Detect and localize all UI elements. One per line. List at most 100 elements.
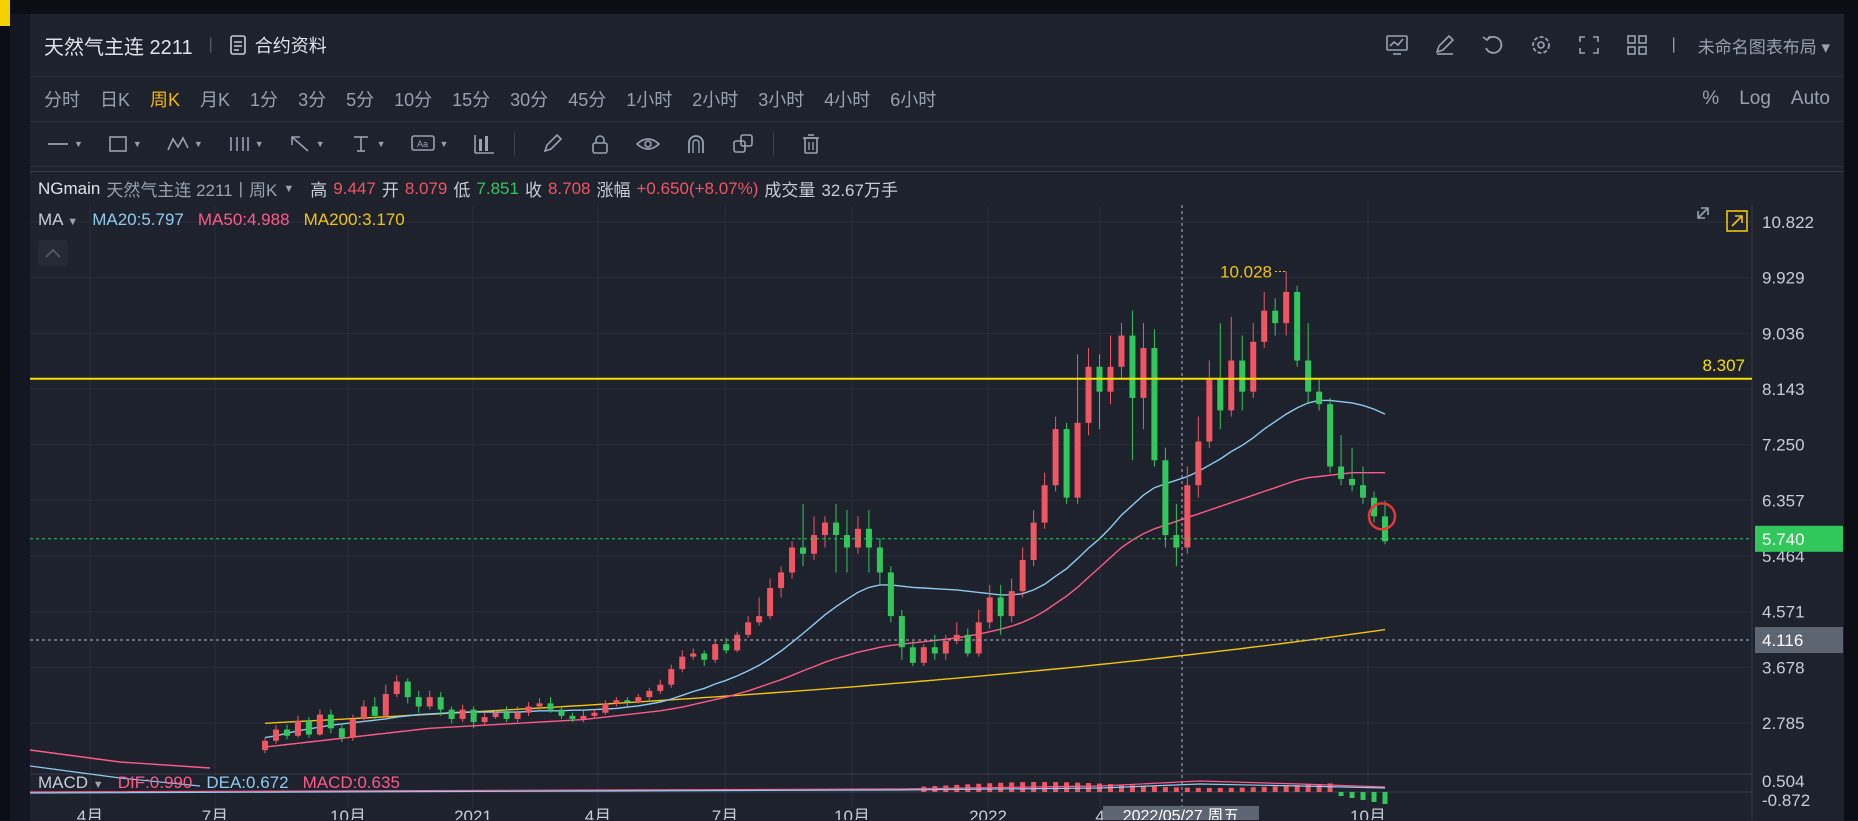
volume-label: 成交量	[764, 181, 816, 200]
pattern-tool[interactable]: ▼	[166, 134, 203, 154]
indicator-chart-icon[interactable]	[1384, 32, 1410, 58]
period-2[interactable]: 周K	[150, 90, 181, 110]
settings-icon[interactable]	[1528, 32, 1554, 58]
ma-indicator-label[interactable]: MA ▼	[38, 210, 78, 230]
layout-grid-icon[interactable]	[1624, 32, 1650, 58]
macd-bar-102	[1382, 792, 1388, 804]
macd-indicator-label[interactable]: MACD ▼	[38, 773, 104, 793]
candle-body-8	[349, 718, 356, 738]
refresh-icon[interactable]	[1480, 32, 1506, 58]
period-8[interactable]: 15分	[452, 90, 491, 110]
low-label: 低	[453, 181, 471, 200]
copy-icon	[733, 134, 754, 153]
candle-body-19	[470, 709, 477, 723]
legend-dropdown-icon[interactable]: ▼	[283, 182, 295, 195]
contract-info-button[interactable]: 合约资料	[229, 32, 327, 58]
measure-tool[interactable]: ▼	[349, 134, 386, 154]
caret-down-icon: ▼	[193, 139, 203, 149]
period-15[interactable]: 6小时	[890, 90, 937, 110]
period-5[interactable]: 3分	[298, 90, 327, 110]
candle-body-0	[262, 740, 268, 751]
candle-body-44	[745, 622, 752, 635]
candle-body-93	[1283, 291, 1290, 324]
candle-body-60	[920, 647, 927, 663]
candle-body-86	[1206, 379, 1213, 442]
x-tick-label-3: 2021	[454, 807, 492, 820]
period-0[interactable]: 分时	[44, 90, 80, 110]
period-1[interactable]: 日K	[100, 90, 131, 110]
scale-option-2[interactable]: Auto	[1790, 88, 1830, 109]
trend-line-tool[interactable]: ▼	[46, 134, 83, 154]
period-bar: 分时 日K 周K 月K 1分 3分 5分 10分 15分 30分 45分 1小时 2小时 3小时 4小时 6小…	[30, 77, 1844, 122]
period-10[interactable]: 45分	[568, 90, 607, 110]
candle-body-16	[437, 697, 444, 710]
macd-bar-83	[1173, 787, 1179, 792]
magnet-tool[interactable]	[685, 133, 707, 155]
candle-body-33	[624, 700, 631, 703]
caret-down-icon: ▼	[254, 139, 264, 149]
period-6[interactable]: 5分	[346, 90, 375, 110]
ma-label: MA	[38, 210, 63, 229]
legend-period: 周K	[249, 181, 278, 200]
collapse-legend-button[interactable]	[38, 240, 68, 266]
arrow-tool[interactable]: ▼	[288, 134, 325, 154]
symbol-name[interactable]: 天然气主连 2211	[44, 36, 193, 59]
candle-body-14	[415, 697, 422, 707]
y-tick-label-7: 4.571	[1762, 603, 1805, 622]
macd-dropdown-icon: ▼	[92, 779, 104, 791]
top-strip	[10, 0, 1844, 14]
ma-dropdown-icon: ▼	[67, 216, 79, 228]
candle-body-45	[756, 616, 763, 623]
candle-body-31	[602, 703, 609, 713]
brush-tool[interactable]	[541, 133, 565, 155]
clone-tool[interactable]	[731, 133, 755, 155]
candle-body-29	[580, 715, 587, 719]
candle-body-67	[997, 597, 1004, 617]
candle-body-72	[1052, 429, 1059, 486]
period-11[interactable]: 1小时	[626, 90, 673, 110]
close-label: 收	[524, 181, 542, 200]
open-value: 8.079	[404, 178, 448, 198]
ma50-tail	[29, 749, 211, 769]
rectangle-tool[interactable]: ▼	[107, 134, 142, 154]
scale-option-1[interactable]: Log	[1739, 88, 1771, 109]
candle-body-98	[1338, 466, 1345, 479]
period-14[interactable]: 4小时	[824, 90, 871, 110]
x-tick-label-0: 4月	[77, 807, 103, 820]
candle-body-92	[1272, 310, 1279, 324]
lock-tool[interactable]	[589, 133, 611, 155]
current-price-label: 5.740	[1762, 530, 1805, 549]
maximize-pane-icon[interactable]	[1726, 210, 1748, 232]
period-9[interactable]: 30分	[510, 90, 549, 110]
candle-body-55	[865, 528, 872, 548]
edit-icon[interactable]	[1432, 32, 1458, 58]
candle-body-70	[1030, 522, 1037, 560]
period-7[interactable]: 10分	[394, 90, 433, 110]
title-bar: 天然气主连 2211 | 合约资料 | 未命名图表布局 ▾	[30, 14, 1844, 77]
chart-area[interactable]	[30, 171, 1844, 821]
candle-body-36	[657, 684, 664, 691]
visibility-tool[interactable]	[635, 133, 661, 155]
period-4[interactable]: 1分	[250, 90, 279, 110]
expand-icon[interactable]	[1697, 207, 1709, 219]
candle-body-23	[514, 712, 521, 719]
period-13[interactable]: 3小时	[758, 90, 805, 110]
scale-option-0[interactable]: %	[1702, 88, 1720, 109]
macd-bar-94	[1294, 785, 1300, 792]
ma50-value: MA50:4.988	[197, 210, 290, 229]
y-tick-label-3: 8.143	[1762, 380, 1805, 399]
candle-body-71	[1041, 485, 1048, 523]
fullscreen-icon[interactable]	[1576, 32, 1602, 58]
period-12[interactable]: 2小时	[692, 90, 739, 110]
fib-tool[interactable]: ▼	[227, 134, 264, 154]
text-tool[interactable]: Aa ▼	[410, 134, 448, 154]
period-3[interactable]: 月K	[200, 90, 231, 110]
volume-profile-tool[interactable]	[472, 133, 496, 155]
layout-name-dropdown[interactable]: 未命名图表布局 ▾	[1698, 33, 1830, 58]
delete-tool[interactable]	[800, 133, 822, 155]
lock-icon	[592, 135, 609, 154]
chevron-down-icon: ▾	[1821, 37, 1830, 57]
current-price-box	[1755, 525, 1843, 552]
macd-tick-label-0: 0.504	[1762, 772, 1805, 791]
